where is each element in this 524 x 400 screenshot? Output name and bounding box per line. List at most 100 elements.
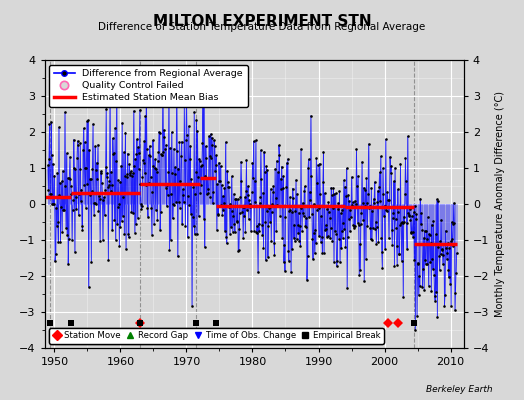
Point bbox=[321, 227, 329, 234]
Point bbox=[180, 199, 188, 206]
Point bbox=[76, 140, 84, 146]
Point bbox=[309, 256, 317, 262]
Point bbox=[280, 242, 289, 248]
Point bbox=[275, 142, 283, 148]
Point bbox=[409, 234, 417, 240]
Point bbox=[86, 191, 94, 198]
Point bbox=[204, 190, 213, 196]
Point bbox=[133, 215, 141, 221]
Point bbox=[370, 200, 378, 207]
Point bbox=[399, 294, 408, 301]
Point bbox=[438, 246, 446, 252]
Point bbox=[115, 243, 124, 249]
Point bbox=[166, 145, 174, 151]
Point bbox=[386, 154, 394, 160]
Point bbox=[322, 225, 331, 232]
Point bbox=[60, 194, 68, 201]
Point bbox=[317, 213, 325, 219]
Point bbox=[113, 94, 121, 100]
Point bbox=[140, 138, 148, 144]
Point bbox=[104, 183, 112, 190]
Point bbox=[209, 189, 217, 196]
Point bbox=[420, 287, 428, 293]
Point bbox=[125, 234, 133, 240]
Point bbox=[234, 248, 243, 254]
Point bbox=[190, 223, 198, 230]
Point bbox=[45, 156, 53, 162]
Point bbox=[211, 168, 219, 174]
Point bbox=[448, 236, 456, 242]
Point bbox=[223, 168, 232, 174]
Point bbox=[214, 212, 223, 218]
Point bbox=[372, 219, 380, 225]
Point bbox=[350, 223, 358, 229]
Point bbox=[450, 200, 458, 206]
Point bbox=[387, 162, 395, 169]
Point bbox=[232, 196, 240, 202]
Point bbox=[88, 188, 96, 195]
Point bbox=[381, 136, 390, 142]
Point bbox=[372, 240, 380, 247]
Point bbox=[447, 303, 455, 309]
Point bbox=[79, 147, 87, 153]
Point bbox=[69, 207, 77, 214]
Point bbox=[362, 255, 370, 262]
Point bbox=[137, 200, 145, 207]
Point bbox=[389, 210, 398, 216]
Point bbox=[351, 198, 359, 204]
Point bbox=[378, 265, 387, 272]
Point bbox=[137, 206, 146, 212]
Point bbox=[325, 215, 334, 221]
Point bbox=[217, 182, 226, 188]
Point bbox=[182, 89, 191, 95]
Point bbox=[285, 207, 293, 214]
Point bbox=[281, 268, 289, 274]
Point bbox=[445, 244, 454, 251]
Point bbox=[262, 163, 270, 170]
Point bbox=[331, 190, 340, 197]
Point bbox=[110, 217, 118, 223]
Point bbox=[294, 230, 302, 237]
Point bbox=[162, 203, 171, 209]
Point bbox=[136, 107, 144, 113]
Point bbox=[122, 246, 130, 252]
Point bbox=[146, 152, 155, 159]
Point bbox=[260, 148, 268, 155]
Point bbox=[236, 210, 244, 216]
Point bbox=[126, 172, 135, 178]
Point bbox=[155, 128, 163, 135]
Point bbox=[279, 184, 287, 191]
Point bbox=[64, 261, 72, 267]
Point bbox=[252, 229, 260, 235]
Point bbox=[348, 199, 357, 206]
Point bbox=[438, 247, 446, 253]
Point bbox=[413, 260, 422, 266]
Point bbox=[424, 283, 433, 289]
Point bbox=[384, 204, 392, 210]
Point bbox=[181, 157, 189, 163]
Point bbox=[380, 202, 389, 209]
Point bbox=[172, 87, 181, 94]
Point bbox=[264, 254, 272, 260]
Point bbox=[334, 200, 343, 206]
Point bbox=[45, 121, 53, 128]
Point bbox=[230, 220, 238, 227]
Point bbox=[91, 143, 100, 150]
Point bbox=[255, 228, 263, 234]
Point bbox=[272, 158, 281, 164]
Point bbox=[216, 163, 225, 169]
Point bbox=[353, 183, 361, 190]
Point bbox=[116, 178, 124, 185]
Point bbox=[410, 257, 419, 263]
Point bbox=[213, 181, 222, 188]
Point bbox=[107, 169, 115, 175]
Point bbox=[311, 226, 320, 233]
Point bbox=[212, 162, 220, 169]
Point bbox=[67, 183, 75, 189]
Point bbox=[168, 170, 177, 176]
Point bbox=[130, 163, 138, 170]
Point bbox=[176, 204, 184, 211]
Point bbox=[405, 212, 413, 218]
Point bbox=[428, 255, 436, 262]
Point bbox=[421, 257, 430, 263]
